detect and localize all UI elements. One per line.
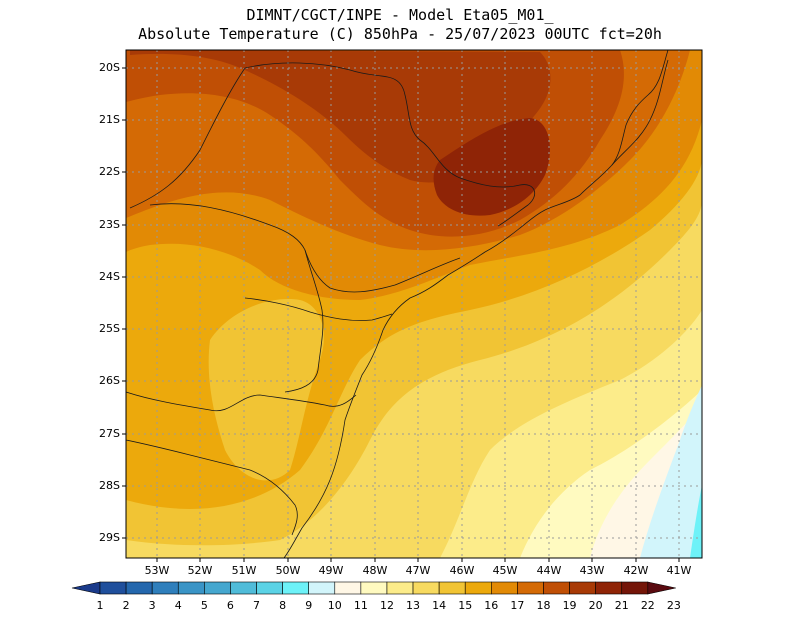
chart-title-line2: Absolute Temperature (C) 850hPa - 25/07/…: [138, 25, 662, 43]
colorbar-segment: [517, 581, 544, 595]
colorbar-tick-label: 3: [148, 599, 156, 612]
band-21: [433, 118, 550, 216]
graticule: [126, 50, 702, 558]
colorbar-tick-label: 11: [353, 599, 368, 612]
colorbar-tick-label: 20: [588, 599, 603, 612]
plot-frame: [125, 49, 703, 559]
colorbar-tick-label: 4: [174, 599, 182, 612]
colorbar-segment: [177, 581, 205, 595]
temperature-field: [126, 50, 702, 558]
lon-label: 49W: [318, 564, 344, 577]
state-border-pr-sp: [149, 203, 461, 293]
colorbar-tick-label: 22: [640, 599, 655, 612]
colorbar-segment: [125, 581, 153, 595]
colorbar-segment: [204, 581, 231, 595]
lon-label: 46W: [449, 564, 475, 577]
colorbar-segment: [595, 581, 623, 595]
lon-label: 42W: [623, 564, 649, 577]
coastline: [283, 50, 669, 558]
colorbar-tick-label: 2: [122, 599, 130, 612]
lat-label: 24S: [99, 270, 120, 283]
colorbar-tick-label: 7: [253, 599, 261, 612]
colorbar-tick-label: 1: [96, 599, 104, 612]
colorbar-tick-label: 17: [510, 599, 525, 612]
lat-label: 21S: [99, 113, 120, 126]
band-20: [130, 50, 551, 183]
colorbar-tick-label: 13: [406, 599, 421, 612]
national-border-west: [126, 439, 298, 536]
state-border-ms-sp: [129, 67, 246, 209]
lon-label: 52W: [187, 564, 213, 577]
colorbar-tick-label: 6: [226, 599, 234, 612]
lat-label: 27S: [99, 427, 120, 440]
colorbar-tick-label: 18: [536, 599, 551, 612]
lon-label: 45W: [492, 564, 518, 577]
lon-label: 47W: [405, 564, 431, 577]
national-border-pr-west: [284, 249, 324, 393]
state-border-sc-rs: [126, 391, 357, 412]
coastline-and-borders: [126, 50, 669, 558]
lon-label: 50W: [275, 564, 301, 577]
colorbar-tick-label: 14: [432, 599, 447, 612]
lon-label: 48W: [362, 564, 388, 577]
colorbar-segment: [334, 581, 362, 595]
axis-ticks: [122, 67, 680, 562]
lat-label: 26S: [99, 374, 120, 387]
colorbar-segment: [230, 581, 257, 595]
band-15-sw: [208, 299, 324, 481]
colorbar-segment: [256, 581, 283, 595]
colorbar-segment: [386, 581, 414, 595]
colorbar-tick-label: 5: [200, 599, 208, 612]
colorbar-tick-label: 21: [614, 599, 629, 612]
lon-label: 44W: [536, 564, 562, 577]
colorbar-segment: [621, 581, 649, 595]
colorbar-tick-label: 8: [279, 599, 287, 612]
lon-label: 43W: [579, 564, 605, 577]
colorbar-segment: [647, 581, 676, 595]
band-9: [690, 485, 702, 558]
lat-label: 28S: [99, 479, 120, 492]
state-border-pr-sc: [244, 297, 393, 321]
colorbar-segment: [282, 581, 309, 595]
colorbar-segment: [360, 581, 388, 595]
colorbar-tick-label: 10: [327, 599, 342, 612]
colorbar-segment: [151, 581, 179, 595]
colorbar-tick-label: 9: [305, 599, 313, 612]
colorbar-segment: [543, 581, 570, 595]
colorbar-tick-label: 12: [379, 599, 394, 612]
colorbar-segment: [99, 581, 127, 595]
colorbar-segment: [438, 581, 466, 595]
colorbar: [71, 581, 676, 595]
lon-label: 41W: [666, 564, 692, 577]
lon-label: 53W: [144, 564, 170, 577]
colorbar-tick-label: 15: [458, 599, 473, 612]
colorbar-segment: [569, 581, 596, 595]
colorbar-tick-label: 23: [666, 599, 681, 612]
colorbar-segment: [71, 581, 101, 595]
state-border-mg-es-rj: [611, 59, 669, 166]
band-10: [640, 385, 702, 558]
lon-label: 51W: [231, 564, 257, 577]
colorbar-segment: [308, 581, 336, 595]
lat-label: 25S: [99, 322, 120, 335]
chart-title-line1: DIMNT/CGCT/INPE - Model Eta05_M01_: [246, 6, 554, 24]
colorbar-segment: [412, 581, 440, 595]
colorbar-tick-label: 19: [562, 599, 577, 612]
lat-label: 22S: [99, 165, 120, 178]
state-border-sp-mg: [244, 62, 536, 227]
lat-label: 23S: [99, 218, 120, 231]
lat-label: 20S: [99, 61, 120, 74]
colorbar-segment: [491, 581, 518, 595]
colorbar-segment: [464, 581, 492, 595]
lat-label: 29S: [99, 531, 120, 544]
colorbar-tick-label: 16: [484, 599, 499, 612]
